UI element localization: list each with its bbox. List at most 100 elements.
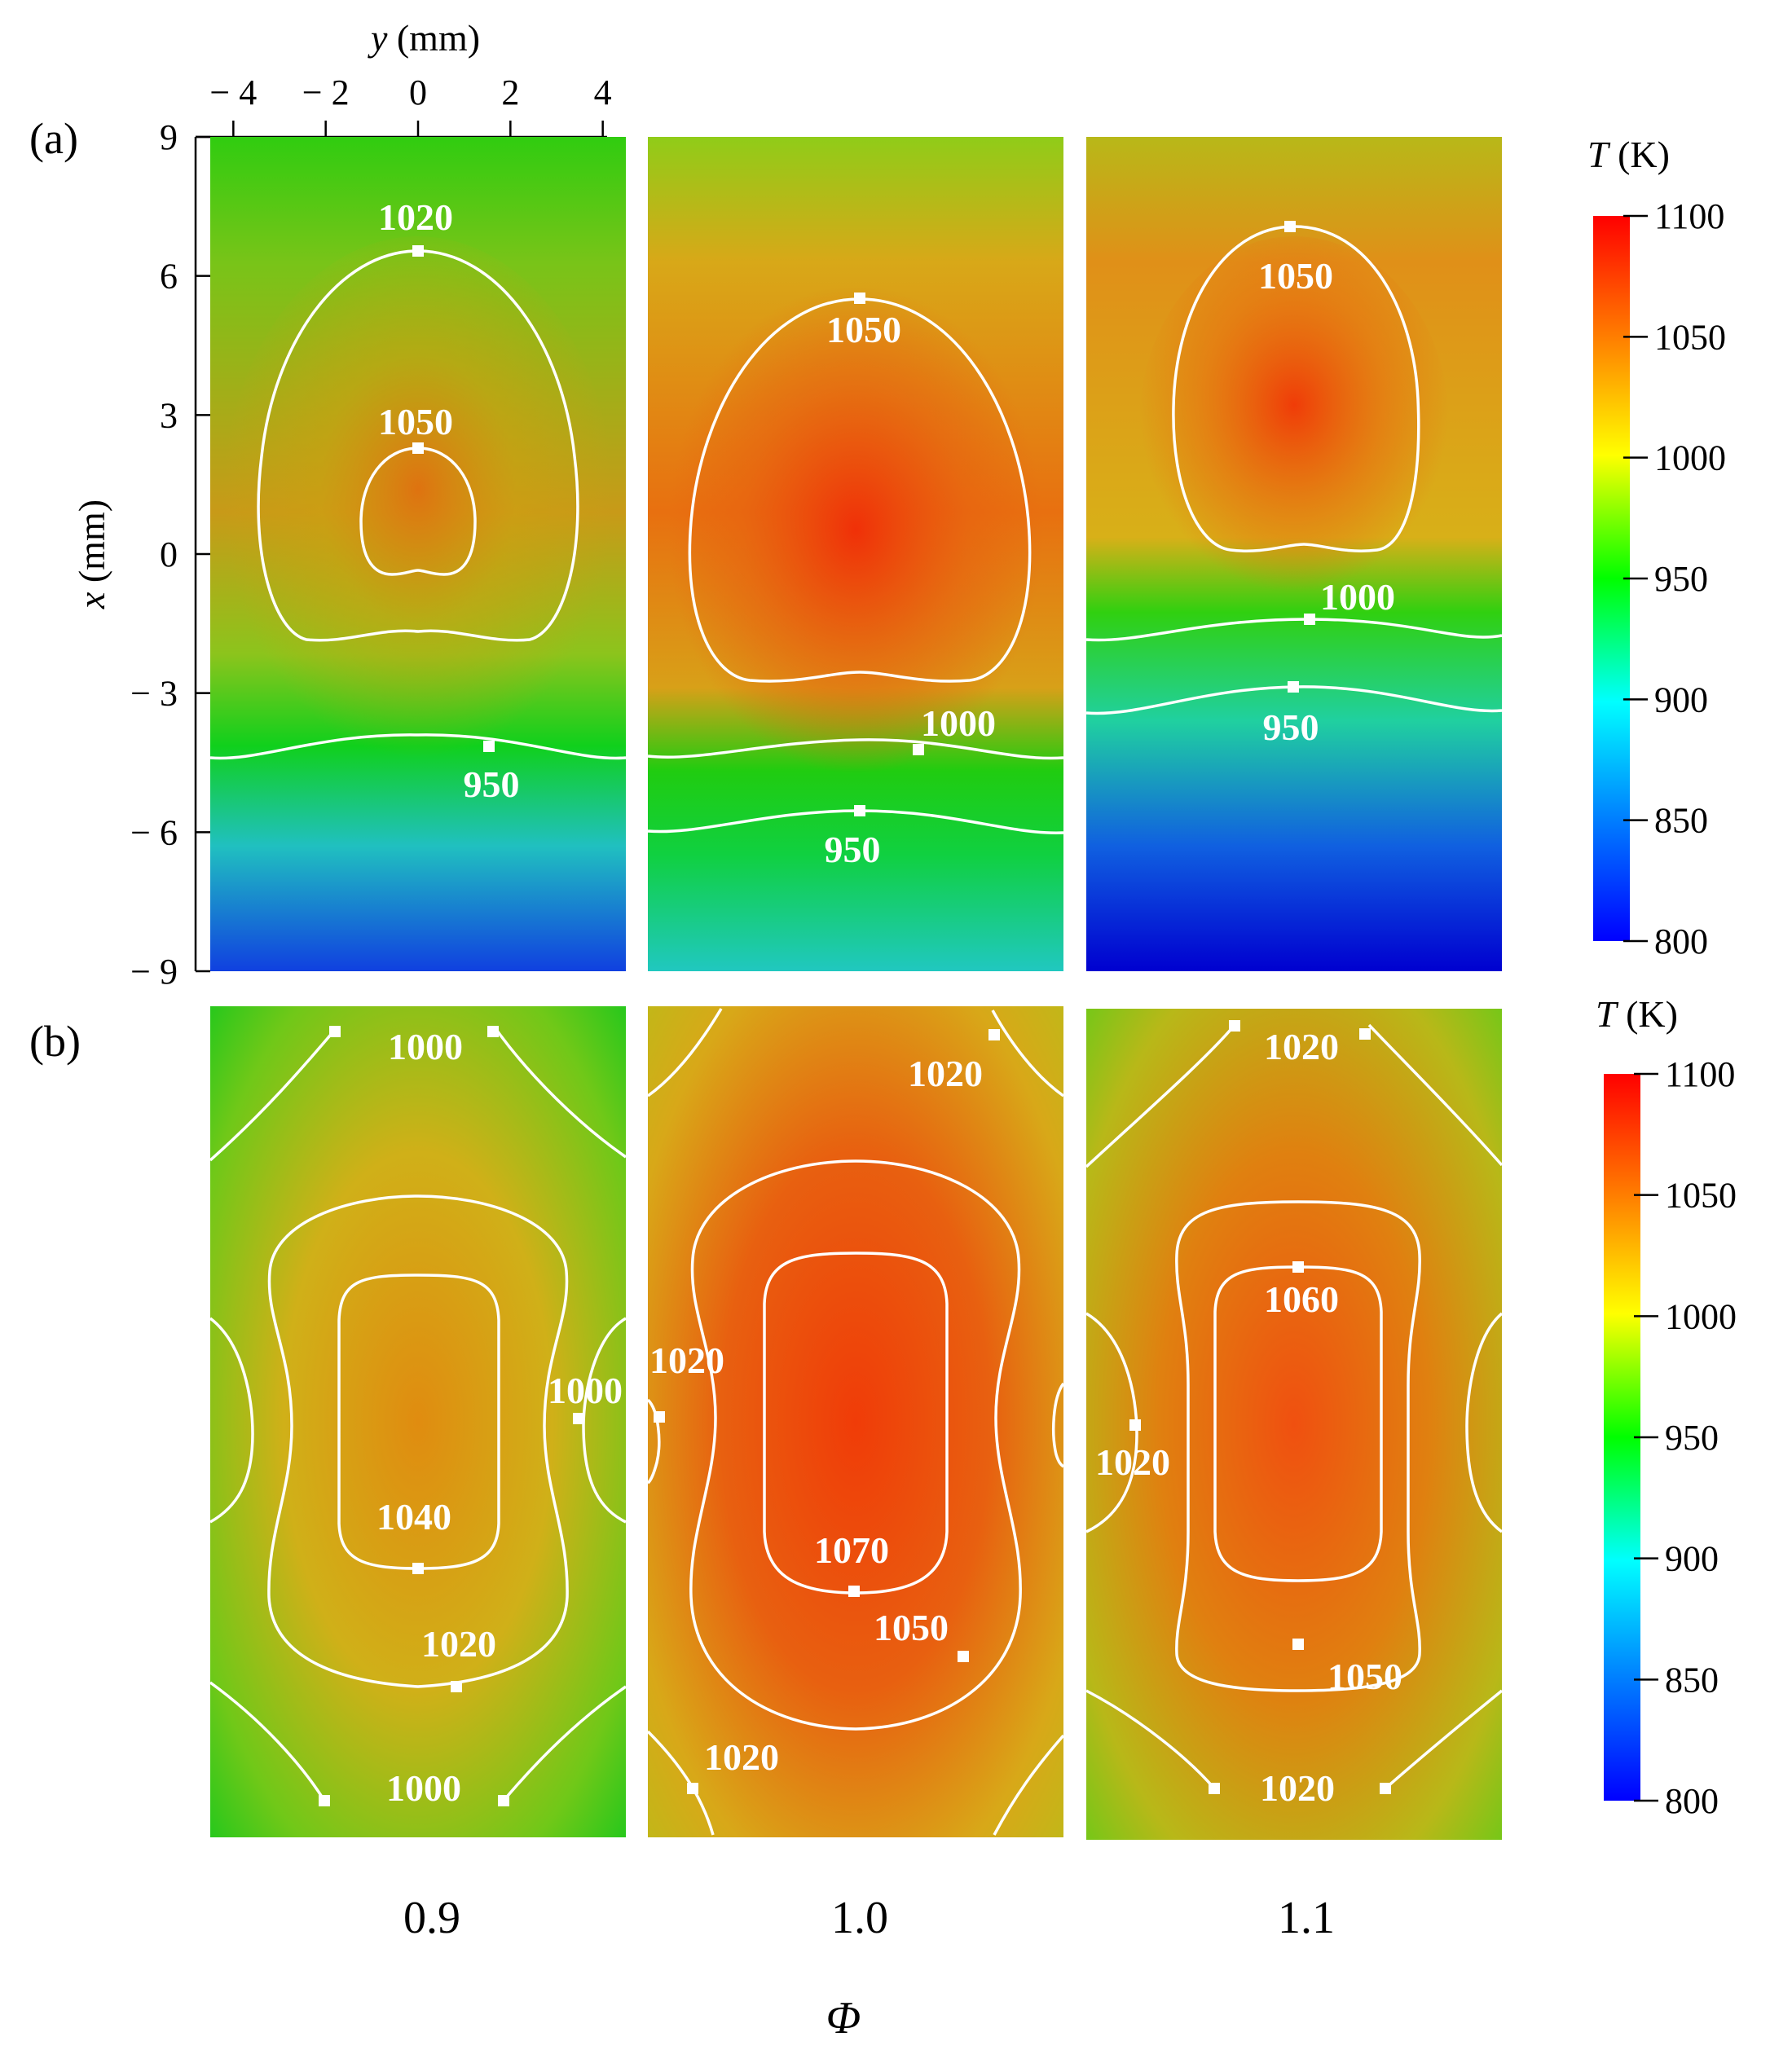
contour-label-b3-1060: 1060: [1264, 1278, 1339, 1320]
contour-label-b1-1000-top: 1000: [388, 1026, 463, 1067]
contour-label-a3-950: 950: [1263, 706, 1319, 748]
row-label-b: (b): [29, 1017, 81, 1066]
contour-b1-1000-left: [209, 1317, 254, 1524]
marker-a1-3: [483, 741, 495, 752]
colorbar-tick-label: 800: [1665, 1781, 1719, 1821]
panel-a-phi-0.9: 1020 1050 950: [209, 137, 627, 971]
phi-label-1.1: 1.1: [1278, 1893, 1335, 1943]
contour-label-b1-1000-bottom: 1000: [386, 1767, 461, 1809]
marker-b2-4: [958, 1651, 969, 1662]
top-tick-label: 0: [409, 73, 427, 112]
contour-label-b2-1050: 1050: [874, 1607, 949, 1648]
field-b3: [1086, 1009, 1502, 1840]
contour-label-b1-1040: 1040: [376, 1496, 451, 1538]
colorbar-tick-label: 850: [1654, 801, 1708, 841]
marker-a3-3: [1288, 681, 1299, 693]
contour-b3-1020-top: [1085, 1023, 1504, 1168]
contour-label-b2-1070: 1070: [814, 1529, 889, 1571]
panel-b-phi-1.0: 1020 1020 1070 1050 1020: [646, 1006, 1065, 1837]
contour-label-b3-1020-left: 1020: [1095, 1441, 1170, 1483]
marker-b1-4: [412, 1563, 424, 1574]
contour-b3-1060: [1213, 1265, 1383, 1582]
left-axis-ticks: 9 6 3 0 − 3 − 6 − 9: [130, 117, 210, 992]
contour-b3-1020-bottom: [1085, 1689, 1504, 1790]
colorbar-tick-label: 1100: [1654, 196, 1724, 236]
colorbar-b: T (K) 1100 1050 1000 950 900 850 800: [1596, 993, 1737, 1821]
y-axis-title: x (mm): [71, 499, 112, 609]
colorbar-tick-label: 1050: [1654, 317, 1726, 357]
contour-label-a2-1050: 1050: [826, 309, 901, 350]
field-b1: [210, 1006, 626, 1837]
contour-label-b3-1020-bottom: 1020: [1260, 1767, 1335, 1809]
colorbar-a-ticks: 1100 1050 1000 950 900 850 800: [1623, 196, 1726, 961]
marker-a1-1: [412, 245, 424, 257]
contour-label-b3-1050: 1050: [1327, 1656, 1402, 1697]
colorbar-tick-label: 1100: [1665, 1054, 1735, 1094]
marker-b2-2: [654, 1411, 665, 1423]
marker-a3-1: [1284, 221, 1296, 232]
phi-label-0.9: 0.9: [403, 1893, 460, 1943]
left-tick-label: − 9: [130, 952, 178, 992]
marker-b3-4: [1129, 1419, 1141, 1431]
marker-a1-2: [412, 442, 424, 454]
contour-label-a1-1050: 1050: [378, 401, 453, 442]
colorbar-tick-label: 950: [1654, 559, 1708, 599]
marker-a3-2: [1304, 614, 1315, 625]
row-label-a: (a): [29, 114, 78, 163]
contour-label-a3-1000: 1000: [1320, 576, 1395, 618]
contour-label-b1-1020: 1020: [421, 1623, 496, 1665]
marker-b1-5: [451, 1681, 462, 1692]
colorbar-tick-label: 900: [1665, 1539, 1719, 1579]
marker-b1-3: [573, 1413, 584, 1424]
contour-b2-1020-bl: [646, 1730, 715, 1836]
contour-b2-1020-br: [993, 1734, 1065, 1836]
left-tick-label: 9: [160, 117, 178, 157]
marker-a2-2: [913, 744, 924, 755]
panel-b-phi-1.1: 1020 1060 1020 1050 1020: [1085, 1009, 1504, 1840]
colorbar-tick-label: 1000: [1654, 438, 1726, 478]
colorbar-tick-label: 950: [1665, 1418, 1719, 1458]
contour-a1-1020: [257, 249, 579, 642]
top-tick-label: 4: [594, 73, 612, 112]
hot-core-a2: [668, 285, 1043, 774]
contour-label-a2-1000: 1000: [921, 702, 996, 744]
contour-label-a2-950: 950: [825, 829, 881, 870]
contour-b2-1050: [689, 1159, 1022, 1731]
left-tick-label: 6: [160, 257, 178, 297]
contour-b2-1020-tl: [646, 1008, 723, 1098]
colorbar-a-title: T (K): [1587, 134, 1670, 175]
marker-b3-7: [1380, 1783, 1391, 1794]
contour-a1-1050: [359, 447, 477, 576]
marker-b3-1: [1229, 1020, 1240, 1032]
marker-b2-3: [848, 1586, 860, 1597]
marker-b1-7: [498, 1795, 509, 1806]
field-b2: [648, 1006, 1063, 1837]
colorbar-tick-label: 1050: [1665, 1176, 1737, 1216]
marker-b3-6: [1209, 1783, 1220, 1794]
contour-label-a1-1020: 1020: [378, 196, 453, 238]
top-tick-label: 2: [501, 73, 519, 112]
hot-core-a1: [222, 236, 614, 774]
left-tick-label: 0: [160, 534, 178, 574]
contour-b1-1000-top: [209, 1029, 627, 1162]
contour-label-b2-1020-bl: 1020: [704, 1736, 779, 1778]
contour-b2-1020-right: [1052, 1382, 1065, 1468]
contour-b3-1020-right: [1465, 1312, 1504, 1533]
marker-b1-6: [319, 1795, 330, 1806]
contour-b1-1020: [267, 1194, 569, 1688]
contour-label-a1-950: 950: [464, 763, 520, 805]
colorbar-tick-label: 850: [1665, 1660, 1719, 1700]
marker-b3-5: [1292, 1639, 1304, 1650]
marker-a2-1: [854, 293, 865, 304]
colorbar-b-title: T (K): [1596, 993, 1678, 1035]
hot-core-a3: [1139, 236, 1449, 611]
colorbar-b-ticks: 1100 1050 1000 950 900 850 800: [1634, 1054, 1737, 1821]
marker-b1-1: [329, 1026, 341, 1037]
contour-b3-1020-left: [1085, 1312, 1138, 1533]
contour-label-b3-1020-top: 1020: [1264, 1026, 1339, 1067]
contour-a2-1050: [688, 297, 1032, 683]
x-axis-title: y (mm): [368, 17, 480, 59]
contour-label-b2-1020-left: 1020: [649, 1340, 724, 1381]
marker-b1-2: [487, 1026, 499, 1037]
